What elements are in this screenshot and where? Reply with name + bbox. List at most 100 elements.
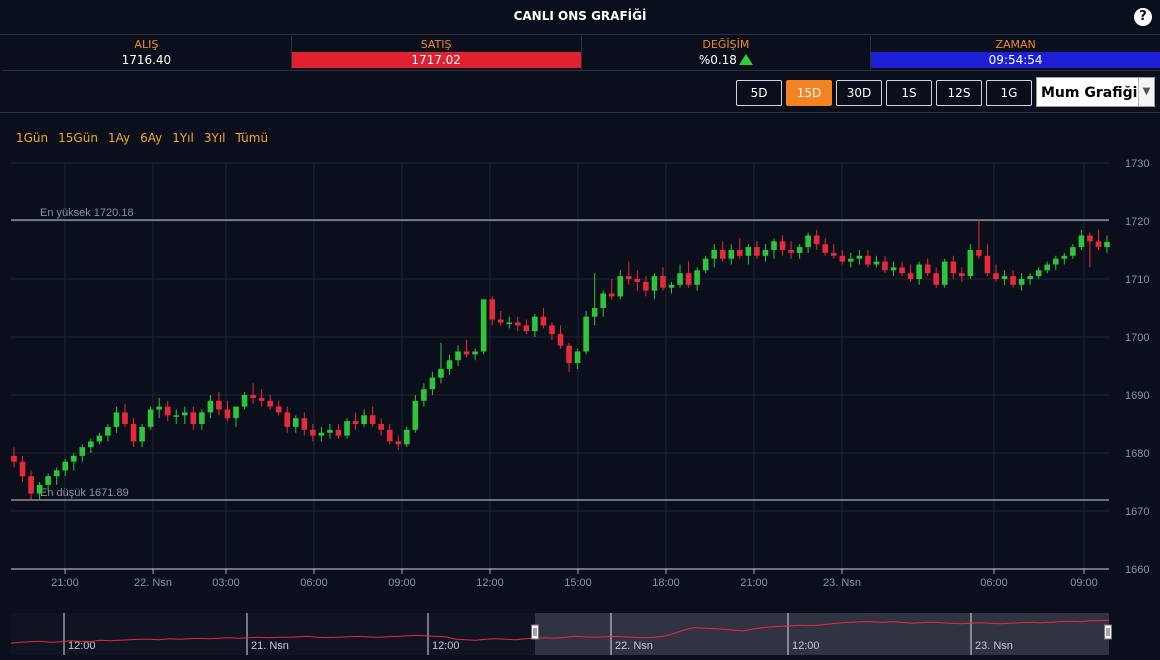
zoom-3yil[interactable]: 3Yıl bbox=[203, 131, 226, 145]
zoom-links: 1Gün 15Gün 1Ay 6Ay 1Yıl 3Yıl Tümü bbox=[16, 131, 278, 145]
candle-body bbox=[113, 412, 120, 427]
candle-body bbox=[856, 255, 863, 259]
ask-label: SATIŞ bbox=[420, 38, 452, 51]
navigator-handle-left[interactable] bbox=[531, 624, 539, 640]
candle-body bbox=[643, 281, 649, 291]
zoom-6ay[interactable]: 6Ay bbox=[140, 131, 163, 145]
range-button-1g[interactable]: 1G bbox=[986, 80, 1032, 106]
candle-body bbox=[1070, 247, 1076, 256]
zoom-1ay[interactable]: 1Ay bbox=[107, 131, 131, 145]
range-button-30d[interactable]: 30D bbox=[836, 80, 882, 106]
candle-body bbox=[1095, 241, 1102, 248]
candle-body bbox=[685, 273, 692, 285]
candle-body bbox=[489, 299, 495, 320]
help-icon[interactable]: ? bbox=[1134, 8, 1152, 26]
candle-body bbox=[1044, 264, 1051, 271]
change-value-wrap: %0.18 bbox=[582, 52, 871, 68]
candle-body bbox=[301, 418, 308, 430]
range-button-1s[interactable]: 1S bbox=[886, 80, 932, 106]
candle-body bbox=[463, 351, 470, 355]
candle-body bbox=[335, 429, 342, 436]
candle-body bbox=[745, 247, 752, 256]
y-tick-label: 1710 bbox=[1125, 274, 1149, 286]
candle-body bbox=[173, 415, 180, 417]
candle-body bbox=[438, 368, 444, 378]
x-tick-label: 03:00 bbox=[212, 577, 240, 589]
ask-cell: SATIŞ 1717.02 bbox=[291, 36, 582, 70]
candle-body bbox=[1078, 235, 1085, 248]
candle-body bbox=[1061, 255, 1068, 259]
candle-body bbox=[839, 255, 846, 262]
y-tick-label: 1670 bbox=[1125, 506, 1149, 518]
candle-body bbox=[1035, 270, 1042, 277]
candle-body bbox=[694, 270, 700, 285]
navigator-handle-right[interactable] bbox=[1104, 624, 1112, 640]
time-label: ZAMAN bbox=[995, 38, 1036, 51]
zoom-15gun[interactable]: 15Gün bbox=[58, 131, 98, 145]
change-label: DEĞİŞİM bbox=[702, 38, 750, 51]
candle-body bbox=[865, 255, 871, 265]
title-bar: CANLI ONS GRAFİĞİ ? bbox=[0, 0, 1160, 35]
candle-body bbox=[318, 432, 325, 436]
candle-body bbox=[105, 426, 111, 436]
bid-cell: ALIŞ 1716.40 bbox=[2, 36, 292, 70]
candle-body bbox=[130, 424, 137, 442]
zoom-tumu[interactable]: Tümü bbox=[235, 131, 269, 145]
candle-body bbox=[728, 250, 735, 259]
candle-body bbox=[950, 261, 957, 274]
up-triangle-icon bbox=[738, 54, 753, 65]
candle-body bbox=[1087, 235, 1093, 242]
candle-body bbox=[70, 455, 77, 462]
candle-body bbox=[515, 322, 521, 326]
candle-body bbox=[386, 429, 393, 442]
candle-body bbox=[608, 293, 615, 297]
candle-body bbox=[369, 415, 376, 424]
change-value: %0.18 bbox=[698, 53, 737, 67]
candle-body bbox=[916, 264, 922, 279]
candle-body bbox=[754, 247, 760, 256]
candle-body bbox=[574, 351, 581, 364]
candle-body bbox=[421, 389, 427, 401]
navigator-tick-label: 12:00 bbox=[432, 640, 460, 652]
candle-body bbox=[788, 250, 794, 253]
candle-body bbox=[719, 250, 726, 259]
time-value: 09:54:54 bbox=[871, 52, 1160, 68]
candle-body bbox=[737, 250, 743, 256]
navigator-series-line bbox=[10, 619, 1110, 644]
x-tick-label: 23. Nsn bbox=[823, 577, 861, 589]
x-tick-label: 21:00 bbox=[740, 577, 768, 589]
candle-body bbox=[976, 250, 982, 256]
x-tick-label: 12:00 bbox=[476, 577, 504, 589]
y-tick-label: 1720 bbox=[1125, 216, 1149, 228]
candle-body bbox=[626, 276, 632, 279]
candle-body bbox=[79, 447, 86, 456]
candle-body bbox=[190, 412, 197, 424]
ask-value: 1717.02 bbox=[291, 52, 581, 68]
range-toolbar: 5D 15D 30D 1S 12S 1G Mum Grafiği ▼ bbox=[0, 72, 1160, 113]
candle-body bbox=[53, 470, 60, 477]
candle-body bbox=[634, 279, 641, 282]
candle-body bbox=[446, 360, 453, 369]
chart-type-select[interactable]: Mum Grafiği ▼ bbox=[1036, 77, 1155, 107]
range-button-15d[interactable]: 15D bbox=[786, 80, 832, 106]
range-button-12s[interactable]: 12S bbox=[936, 80, 982, 106]
range-button-5d[interactable]: 5D bbox=[736, 80, 782, 106]
candle-body bbox=[412, 400, 419, 430]
candle-body bbox=[122, 412, 128, 424]
chevron-down-icon[interactable]: ▼ bbox=[1138, 78, 1154, 106]
candle-body bbox=[378, 424, 384, 430]
zoom-1gun[interactable]: 1Gün bbox=[16, 131, 49, 145]
candle-body bbox=[830, 252, 837, 256]
x-tick-label: 06:00 bbox=[300, 577, 328, 589]
candle-body bbox=[882, 261, 888, 271]
candle-body bbox=[890, 267, 897, 271]
candle-body bbox=[1052, 258, 1059, 265]
candle-body bbox=[1010, 276, 1016, 285]
candle-body bbox=[651, 276, 658, 291]
zoom-1yil[interactable]: 1Yıl bbox=[172, 131, 194, 145]
y-tick-label: 1730 bbox=[1125, 158, 1149, 170]
candle-body bbox=[899, 267, 905, 274]
candle-body bbox=[284, 412, 291, 427]
candle-body bbox=[497, 319, 504, 323]
